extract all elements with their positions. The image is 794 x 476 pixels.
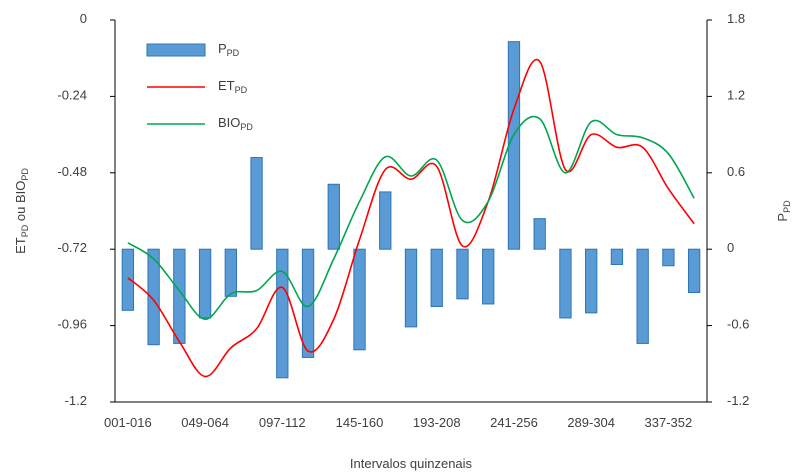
y2-tick-label: -1.2 (727, 393, 749, 408)
y2-tick-label: 1.8 (727, 11, 745, 26)
bar (276, 248, 289, 379)
legend-label: BIOPD (218, 115, 253, 132)
y-tick-label: -0.24 (57, 88, 87, 103)
bar (636, 248, 649, 344)
legend-swatch (146, 43, 206, 57)
bar (482, 248, 495, 305)
bar (379, 191, 392, 250)
x-tick-label: 337-352 (645, 415, 693, 430)
bar (585, 248, 598, 314)
bar (198, 248, 212, 319)
y-tick-label: 0 (80, 11, 87, 26)
bar (507, 41, 521, 250)
x-tick-label: 049-064 (181, 415, 229, 430)
x-tick-label: 145-160 (336, 415, 384, 430)
bar (559, 248, 572, 319)
bar (224, 248, 237, 297)
y-tick-label: -0.72 (57, 241, 87, 256)
legend-label: ETPD (218, 78, 248, 95)
x-tick-label: 193-208 (413, 415, 461, 430)
y2-tick-label: 0 (727, 241, 734, 256)
legend-label: PPD (218, 41, 240, 58)
bar (610, 248, 624, 265)
x-tick-label: 289-304 (567, 415, 615, 430)
bar (533, 218, 546, 250)
y-tick-label: -0.96 (57, 317, 87, 332)
bar (173, 248, 186, 344)
y-tick-label: -0.48 (57, 164, 87, 179)
x-tick-label: 241-256 (490, 415, 538, 430)
y2-tick-label: 0.6 (727, 164, 745, 179)
y-axis-title: ETPD ou BIOPD (13, 168, 30, 254)
line (127, 115, 695, 321)
bar (353, 248, 366, 351)
bar (430, 248, 443, 307)
y2-axis-title: PPD (775, 200, 792, 222)
bar (121, 248, 135, 311)
y-tick-label: -1.2 (65, 393, 87, 408)
line (127, 58, 695, 378)
bar (456, 248, 469, 300)
bar (147, 248, 160, 346)
y2-tick-label: 1.2 (727, 88, 745, 103)
y2-tick-label: -0.6 (727, 317, 749, 332)
bar (662, 248, 675, 267)
x-tick-label: 001-016 (104, 415, 152, 430)
x-tick-label: 097-112 (259, 415, 306, 430)
bar (687, 248, 701, 293)
bar (250, 157, 263, 250)
x-axis-title: Intervalos quinzenais (350, 456, 473, 471)
bar (404, 248, 418, 328)
bar (327, 183, 340, 250)
